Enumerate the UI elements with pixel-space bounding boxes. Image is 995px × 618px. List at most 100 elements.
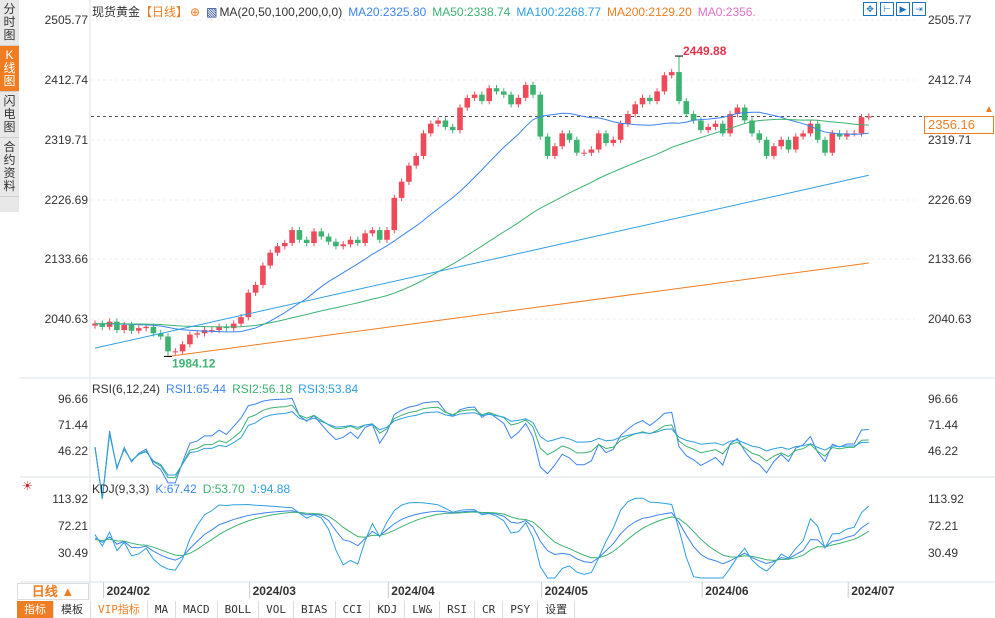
settings-sun-icon[interactable]: ☀: [22, 479, 33, 493]
candle-body: [756, 133, 763, 140]
rsi-axis-right-1: 71.44: [928, 418, 959, 432]
toolbar-cci[interactable]: CCI: [336, 601, 371, 618]
candle-body: [581, 152, 587, 154]
instrument-name: 现货黄金: [92, 5, 141, 19]
candle-body: [544, 136, 551, 156]
candle-body: [260, 265, 266, 285]
candle-body: [340, 244, 346, 247]
side-tabs: 分时图 K线图 闪电图 合约资料: [0, 0, 19, 212]
candle-body: [610, 139, 617, 144]
kdj-j-value: J:94.88: [250, 482, 291, 496]
candle-body: [428, 123, 434, 134]
toolbar-psy[interactable]: PSY: [503, 601, 539, 618]
candle-body: [603, 133, 609, 144]
candle-body: [588, 149, 595, 153]
exit-icon[interactable]: ⇥: [912, 2, 926, 16]
toolbar-rsi[interactable]: RSI: [440, 601, 475, 618]
candle-body: [566, 133, 573, 140]
tab-timeshare[interactable]: 分时图: [0, 0, 19, 46]
kdj-axis-right-2: 30.49: [928, 546, 959, 560]
toolbar-bias[interactable]: BIAS: [294, 601, 336, 618]
ma100-value: MA100:2268.77: [516, 5, 602, 19]
candle-body: [216, 326, 222, 331]
toolbar-ma[interactable]: MA: [148, 601, 177, 618]
indicator-toolbar: 指标 模板 VIP指标 MA MACD BOLL VOL BIAS CCI KDJ LW& RSI CR…: [17, 601, 576, 618]
tab-contract-info[interactable]: 合约资料: [0, 138, 19, 197]
candle-body: [479, 94, 485, 102]
tab-flash[interactable]: 闪电图: [0, 92, 19, 138]
play-icon[interactable]: ▶: [896, 2, 910, 16]
kdj-d-line: [94, 511, 870, 561]
candle-body: [442, 120, 449, 127]
period-selector[interactable]: 日线 ▲: [17, 583, 89, 600]
ma100-line: [94, 174, 869, 349]
scroll-up-icon[interactable]: ▲: [984, 104, 994, 115]
zoom-range-icon[interactable]: ⊢: [880, 2, 894, 16]
toolbar-lw[interactable]: LW&: [405, 601, 441, 618]
candle-body: [114, 321, 120, 331]
move-icon[interactable]: ✥: [863, 2, 877, 16]
toolbar-vol[interactable]: VOL: [259, 601, 294, 618]
kdj-d-value: D:53.70: [202, 482, 245, 496]
ma20-value: MA20:2325.80: [348, 5, 427, 19]
candle-body: [201, 330, 208, 334]
candle-body: [99, 323, 106, 327]
toolbar-kdj[interactable]: KDJ: [370, 601, 406, 618]
toolbar-cr[interactable]: CR: [475, 601, 504, 618]
candle-body: [793, 136, 799, 150]
candle-body: [822, 139, 828, 153]
kdj-axis-2: 30.49: [57, 546, 88, 560]
toolbar-vip-indicators[interactable]: VIP指标: [91, 601, 148, 618]
candle-body: [639, 97, 646, 105]
ma-params: MA(20,50,100,200,0,0): [219, 5, 343, 19]
candle-body: [391, 197, 398, 231]
candle-body: [106, 321, 113, 327]
candle-body: [508, 94, 514, 105]
candle-body: [355, 239, 361, 244]
candle-body: [595, 133, 602, 150]
rsi1-value: RSI1:65.44: [166, 382, 227, 396]
candle-body: [464, 97, 471, 108]
kdj-header: KDJ(9,3,3) K:67.42 D:53.70 J:94.88: [92, 482, 296, 496]
price-axis-right-3: 2226.69: [928, 193, 972, 207]
rsi-axis-0: 96.66: [57, 392, 88, 406]
chart-header: 现货黄金【日线】 ⊕ ▧ MA(20,50,100,200,0,0) MA20:2325…: [92, 3, 762, 20]
toolbar-boll[interactable]: BOLL: [218, 601, 260, 618]
candle-body: [289, 230, 295, 244]
rsi3-value: RSI3:53.84: [298, 382, 359, 396]
candle-body: [325, 236, 332, 242]
toolbar-indicators[interactable]: 指标: [17, 601, 54, 618]
candle-body: [676, 72, 682, 102]
candle-body: [625, 114, 631, 124]
candle-body: [457, 107, 463, 131]
candle-body: [157, 333, 164, 337]
candle-body: [698, 120, 704, 131]
candle-body: [727, 114, 733, 134]
candle-body: [522, 84, 529, 98]
candle-body: [574, 139, 580, 153]
candle-body: [223, 326, 230, 329]
candle-body: [187, 334, 193, 345]
ma-indicator-icon[interactable]: ▧: [206, 5, 218, 19]
toolbar-templates[interactable]: 模板: [54, 601, 91, 618]
ma20-line: [94, 111, 869, 333]
kdj-axis-1: 72.21: [57, 519, 88, 533]
candle-body: [690, 114, 697, 121]
candle-body: [384, 230, 390, 240]
ma200-value: MA200:2129.20: [607, 5, 692, 19]
candle-body: [376, 230, 383, 240]
candle-body: [749, 120, 755, 134]
rsi2-value: RSI2:56.18: [232, 382, 293, 396]
rsi-axis-2: 46.22: [57, 444, 88, 458]
candle-body: [230, 323, 237, 329]
candle-body: [741, 107, 748, 121]
crosshair-icon[interactable]: ⊕: [190, 5, 201, 19]
candle-body: [274, 246, 281, 253]
date-label: 2024/04: [391, 584, 435, 598]
candle-body: [209, 330, 215, 332]
tab-kline[interactable]: K线图: [0, 46, 19, 92]
toolbar-macd[interactable]: MACD: [176, 601, 218, 618]
toolbar-settings[interactable]: 设置: [538, 601, 576, 618]
candle-body: [654, 91, 660, 102]
